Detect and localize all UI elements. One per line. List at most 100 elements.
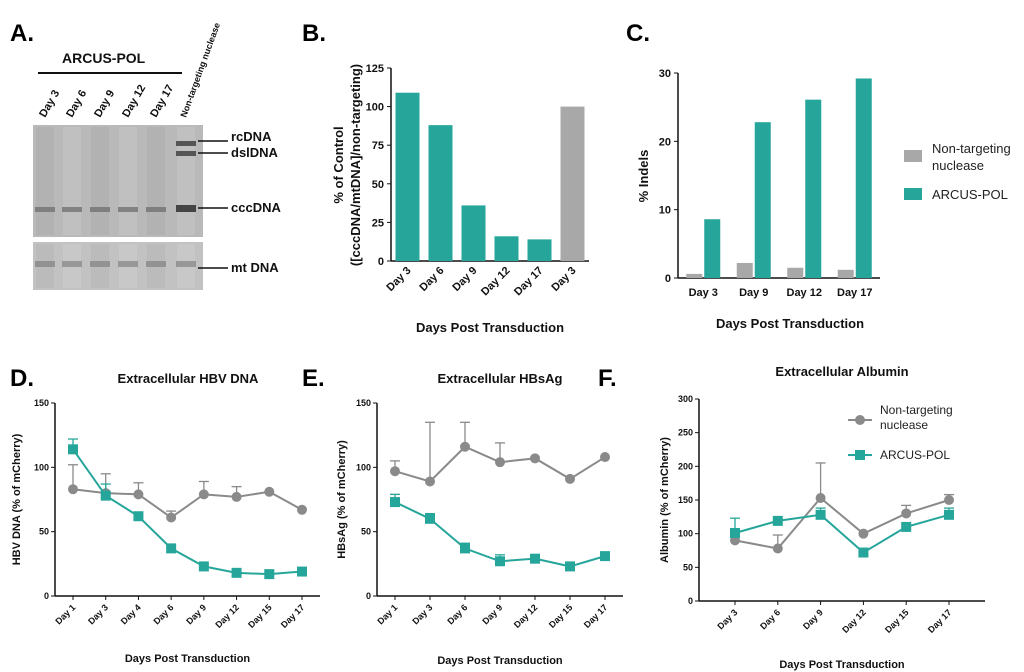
legend-label: ARCUS-POL: [880, 448, 950, 462]
data-point: [100, 490, 111, 501]
data-point: [231, 491, 242, 502]
gel-band-rcdna: [176, 141, 196, 146]
data-point: [815, 492, 826, 503]
gel-lane-label: Day 6: [64, 88, 89, 119]
x-tick-label: Day 15: [883, 607, 911, 635]
y-tick-label: 100: [678, 529, 693, 539]
x-tick-label: Day 1: [375, 602, 399, 626]
data-point: [133, 511, 144, 522]
gel-band-cccdna: [146, 207, 166, 212]
x-tick-label: Day 17: [512, 265, 546, 299]
data-point: [944, 509, 954, 520]
data-point: [231, 567, 242, 578]
data-point: [565, 473, 575, 484]
x-tick-label: Day 12: [479, 265, 513, 299]
y-tick-label: 0: [366, 591, 371, 601]
data-point: [390, 466, 400, 477]
gel-image: ARCUS-POL Day 3 Day 6 Day 9 Day 12 Day 17 Non…: [33, 21, 281, 290]
y-tick-label: 0: [665, 273, 671, 285]
data-point: [198, 489, 209, 500]
bar: [736, 262, 753, 278]
y-tick-label: 250: [678, 428, 693, 438]
bar: [787, 267, 804, 278]
gel-band-cccdna: [90, 207, 110, 212]
y-tick-label: 50: [683, 562, 693, 572]
gel-lane-streak: [119, 127, 137, 235]
data-point: [530, 553, 540, 564]
gel-band-cccdna: [35, 207, 55, 212]
x-tick-label: Day 4: [119, 602, 143, 626]
bar: [428, 125, 453, 262]
x-axis-label: Days Post Transduction: [437, 655, 563, 667]
x-tick-label: Day 17: [279, 602, 307, 630]
legend-label: nuclease: [880, 418, 928, 432]
data-point: [297, 566, 307, 577]
data-point: [600, 551, 610, 562]
data-point: [858, 547, 869, 558]
series-line: [734, 496, 950, 550]
y-axis-label: % of Control: [331, 126, 346, 203]
gel-lane-label: Day 3: [37, 88, 62, 119]
y-tick-label: 125: [366, 63, 384, 75]
data-point: [858, 528, 869, 539]
y-tick-label: 100: [356, 462, 371, 472]
chart-title: Extracellular HBsAg: [438, 371, 563, 386]
gel-lane-streak: [63, 127, 81, 235]
y-tick-label: 25: [372, 217, 384, 229]
bar: [395, 92, 420, 261]
x-tick-label: Day 12: [512, 602, 540, 630]
legend-label: ARCUS-POL: [932, 187, 1008, 202]
panel-a-label: A.: [10, 20, 34, 47]
x-tick-label: Day 17: [837, 287, 872, 299]
series-line: [734, 513, 950, 554]
x-tick-label: Day 9: [450, 265, 479, 294]
x-tick-label: Day 12: [840, 607, 868, 635]
panel-c-label: C.: [626, 20, 650, 47]
chart-d: 0 50 100 150 Day 1 Day 3 Day 4 Day 6 Day 9 Day 12…: [11, 371, 320, 665]
gel-band-mtdna: [146, 261, 166, 267]
x-tick-label: Day 3: [689, 287, 718, 299]
data-point: [264, 569, 275, 580]
legend-marker: [855, 450, 865, 460]
gel-band-mtdna: [35, 261, 55, 267]
data-point: [815, 509, 826, 520]
chart-title: Extracellular Albumin: [775, 364, 908, 379]
gel-band-mtdna: [118, 261, 138, 267]
x-tick-label: Day 6: [417, 265, 446, 294]
y-tick-label: 0: [44, 591, 49, 601]
y-tick-label: 50: [39, 527, 49, 537]
data-point: [772, 543, 783, 554]
x-axis-label: Days Post Transduction: [779, 659, 905, 671]
data-point: [530, 453, 540, 464]
x-tick-label: Day 3: [410, 602, 434, 626]
y-tick-label: 50: [361, 527, 371, 537]
bar: [686, 273, 703, 278]
legend-marker: [855, 415, 865, 425]
bar: [855, 78, 872, 278]
data-point: [944, 495, 954, 505]
y-axis-label: % Indels: [636, 150, 651, 203]
legend-swatch: [904, 150, 922, 162]
gel-band-mtdna: [176, 261, 196, 267]
y-tick-label: 0: [688, 596, 693, 606]
data-point: [460, 441, 470, 452]
x-tick-label: Day 9: [801, 607, 825, 631]
chart-f: 0 50 100 150 200 250 300 Day 3 Day 6 Day 9 Day 12 D…: [659, 364, 985, 671]
data-point: [730, 527, 740, 538]
bar: [805, 99, 822, 279]
data-point: [772, 515, 783, 526]
y-tick-label: 150: [678, 495, 693, 505]
y-tick-label: 75: [372, 140, 384, 152]
gel-band-mtdna: [62, 261, 82, 267]
data-point: [198, 561, 209, 572]
legend-swatch: [904, 188, 922, 200]
x-tick-label: Day 6: [758, 607, 782, 631]
legend: Non-targeting nuclease ARCUS-POL: [904, 141, 1011, 202]
y-tick-label: 150: [356, 398, 371, 408]
gel-band-mtdna: [90, 261, 110, 267]
data-point: [425, 476, 435, 487]
x-tick-label: Day 1: [53, 602, 77, 626]
y-tick-label: 50: [372, 179, 384, 191]
